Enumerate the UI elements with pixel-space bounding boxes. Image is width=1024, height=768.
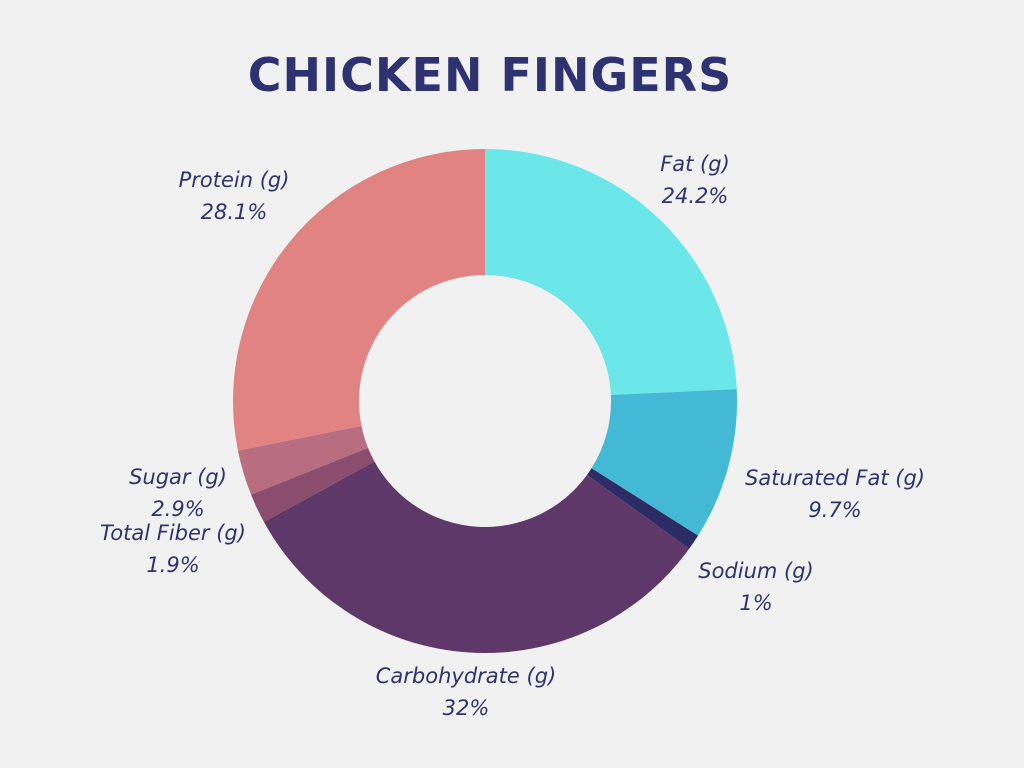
slice-label-name: Protein (g) (178, 168, 290, 192)
slice-label-fat: Fat (g) 24.2% (640, 148, 750, 212)
slice-label-name: Carbohydrate (g) (375, 664, 557, 688)
slice-fat (485, 149, 737, 396)
slice-label-name: Sodium (g) (698, 559, 814, 583)
slice-label-value: 9.7% (808, 498, 862, 522)
slice-label-name: Fat (g) (660, 152, 730, 176)
slice-carbohydrate (263, 461, 690, 654)
slice-label-saturated-fat: Saturated Fat (g) 9.7% (730, 462, 940, 526)
slice-label-name: Saturated Fat (g) (745, 466, 925, 490)
slice-label-sodium: Sodium (g) 1% (686, 555, 826, 619)
slice-label-sugar: Sugar (g) 2.9% (118, 461, 238, 525)
slice-label-value: 2.9% (151, 497, 205, 521)
slice-label-value: 28.1% (200, 200, 268, 224)
slice-protein (233, 149, 485, 451)
slice-label-name: Sugar (g) (129, 465, 227, 489)
chart-title: CHICKEN FINGERS (247, 48, 733, 102)
donut-slices (233, 149, 737, 654)
slice-label-carbohydrate: Carbohydrate (g) 32% (356, 660, 576, 724)
slice-label-total-fiber: Total Fiber (g) 1.9% (88, 517, 258, 581)
slice-label-value: 24.2% (661, 184, 729, 208)
slice-label-protein: Protein (g) 28.1% (164, 164, 304, 228)
slice-saturated-fat (591, 389, 737, 536)
slice-label-value: 1% (739, 591, 773, 615)
slice-total-fiber (251, 447, 375, 522)
slice-sugar (237, 425, 369, 495)
slice-label-name: Total Fiber (g) (100, 521, 246, 545)
slice-label-value: 32% (442, 696, 490, 720)
slice-sodium (587, 468, 699, 549)
slice-label-value: 1.9% (146, 553, 200, 577)
